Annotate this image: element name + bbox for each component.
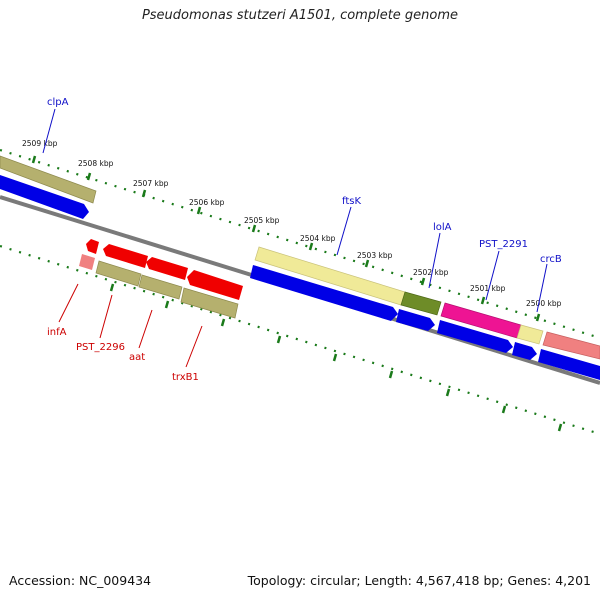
ruler-tick xyxy=(251,224,257,233)
gene-arrow-blue[interactable] xyxy=(538,349,600,380)
ruler-label: 2509 kbp xyxy=(22,139,58,148)
genome-summary: Topology: circular; Length: 4,567,418 bp… xyxy=(247,573,591,588)
gene-infA-salmon[interactable] xyxy=(79,254,95,270)
ruler-tick xyxy=(141,189,147,198)
label-leader xyxy=(336,206,352,256)
inner-tick xyxy=(220,318,226,327)
label-leader xyxy=(99,294,113,339)
label-leader xyxy=(185,325,203,368)
gene-trxB1-khaki[interactable] xyxy=(180,287,239,319)
inner-tick xyxy=(501,405,507,414)
gene-label-PST_2291[interactable]: PST_2291 xyxy=(479,239,528,250)
inner-tick xyxy=(388,370,394,379)
ruler-label: 2508 kbp xyxy=(78,159,114,168)
gene-arrow-blue[interactable] xyxy=(396,309,435,331)
inner-tick xyxy=(164,300,170,309)
ruler-label: 2504 kbp xyxy=(300,234,336,243)
gene-arrow-blue[interactable] xyxy=(512,342,537,360)
gene-arrow-red[interactable] xyxy=(187,270,243,300)
inner-ruler-ticks xyxy=(109,283,563,432)
gene-PST_2296-khaki[interactable] xyxy=(95,260,142,287)
inner-tick xyxy=(557,423,563,432)
ruler-tick xyxy=(364,259,370,268)
gene-arrow-blue[interactable] xyxy=(0,175,89,219)
inner-tick xyxy=(445,388,451,397)
gene-aat-khaki[interactable] xyxy=(138,274,183,300)
gene-label-aat[interactable]: aat xyxy=(129,352,145,363)
gene-label-infA[interactable]: infA xyxy=(47,327,67,338)
inner-tick xyxy=(332,353,338,362)
ruler-label: 2500 kbp xyxy=(526,299,562,308)
ruler-label: 2506 kbp xyxy=(189,198,225,207)
ruler-label: 2503 kbp xyxy=(357,251,393,260)
ruler-tick xyxy=(535,313,541,322)
gene-label-crcB[interactable]: crcB xyxy=(540,254,562,265)
ruler-label: 2507 kbp xyxy=(133,179,169,188)
accession-text: Accession: NC_009434 xyxy=(9,573,152,588)
ruler-label: 2502 kbp xyxy=(413,268,449,277)
gene-PST_2291-yellow[interactable] xyxy=(516,324,544,345)
label-leader xyxy=(58,283,79,323)
inner-tick xyxy=(109,283,115,292)
label-leader xyxy=(536,263,548,313)
label-leader xyxy=(42,108,56,154)
ruler-tick xyxy=(86,172,92,181)
label-leader xyxy=(485,250,500,301)
gene-arrow-blue[interactable] xyxy=(250,265,398,321)
ruler-tick xyxy=(196,206,202,215)
ruler-tick xyxy=(420,277,426,286)
gene-arrow-red[interactable] xyxy=(146,257,188,280)
ruler-label: 2505 kbp xyxy=(244,216,280,225)
gene-clpA-khaki[interactable] xyxy=(0,155,97,204)
gene-arrow-blue[interactable] xyxy=(437,320,513,353)
ruler-tick xyxy=(31,155,37,164)
inner-tick xyxy=(276,335,282,344)
ruler-tick xyxy=(308,242,314,251)
gene-arrow-red[interactable] xyxy=(103,244,148,268)
gene-label-trxB1[interactable]: trxB1 xyxy=(172,372,199,383)
ruler-major-ticks xyxy=(31,155,541,322)
map-title: Pseudomonas stutzeri A1501, complete gen… xyxy=(141,8,459,23)
gene-label-clpA[interactable]: clpA xyxy=(47,97,69,108)
gene-label-ftsK[interactable]: ftsK xyxy=(342,196,361,207)
label-leader xyxy=(138,309,153,349)
ruler-label: 2501 kbp xyxy=(470,284,506,293)
gene-arrow-red[interactable] xyxy=(86,239,99,254)
gene-label-PST_2296[interactable]: PST_2296 xyxy=(76,342,125,353)
gene-label-lolA[interactable]: lolA xyxy=(433,222,452,233)
gene-lolA-olive[interactable] xyxy=(400,291,442,316)
gene-crcB-salmon[interactable] xyxy=(542,331,600,360)
label-leader xyxy=(428,232,441,289)
ruler-tick xyxy=(480,296,486,305)
